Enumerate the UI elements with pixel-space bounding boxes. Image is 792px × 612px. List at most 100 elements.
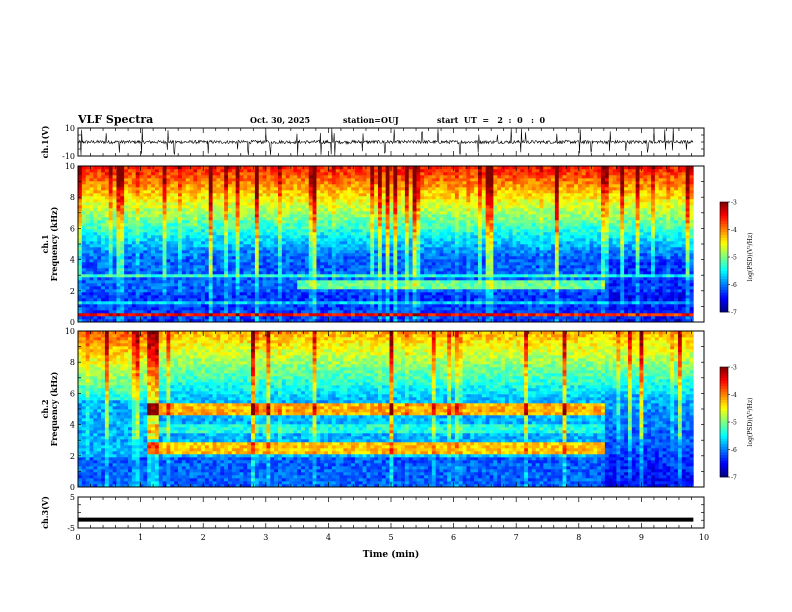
spectrogram-cell <box>354 169 360 173</box>
spectrogram-cell <box>154 211 160 215</box>
spectrogram-cell <box>93 214 98 218</box>
spectrogram-cell <box>89 208 94 212</box>
spectrogram-cell <box>78 295 83 299</box>
spectrogram-cell <box>416 271 421 275</box>
spectrogram-cell <box>204 208 210 212</box>
spectrogram-cell <box>181 292 186 296</box>
spectrogram-cell <box>374 262 379 266</box>
spectrogram-cell <box>174 286 179 290</box>
spectrogram-cell <box>97 274 102 278</box>
spectrogram-cell <box>239 172 244 176</box>
spectrogram-cell <box>301 244 306 248</box>
spectrogram-cell <box>277 271 283 275</box>
spectrogram-cell <box>351 274 356 278</box>
spectrogram-cell <box>339 253 344 257</box>
spectrogram-cell <box>297 274 302 278</box>
spectrogram-cell <box>381 265 386 269</box>
spectrogram-cell <box>366 250 371 254</box>
spectrogram-cell <box>277 244 283 248</box>
spectrogram-cell <box>254 286 260 290</box>
spectrogram-cell <box>220 256 225 260</box>
spectrogram-cell <box>158 217 163 221</box>
spectrogram-cell <box>220 232 225 236</box>
spectrogram-cell <box>97 199 102 203</box>
spectrogram-cell <box>101 265 106 269</box>
spectrogram-cell <box>185 202 190 206</box>
spectrogram-cell <box>227 259 233 263</box>
spectrogram-cell <box>354 241 360 245</box>
spectrogram-cell <box>412 310 417 314</box>
spectrogram-cell <box>270 184 275 188</box>
spectrogram-cell <box>389 301 394 305</box>
spectrogram-cell <box>347 172 352 176</box>
spectrogram-cell <box>231 226 236 230</box>
spectrogram-cell <box>404 193 410 197</box>
spectrogram-cell <box>266 220 271 224</box>
spectrogram-cell <box>116 187 121 191</box>
spectrogram-cell <box>370 184 375 188</box>
spectrogram-cell <box>389 166 394 170</box>
spectrogram-cell <box>389 319 394 323</box>
spectrogram-cell <box>81 295 86 299</box>
spectrogram-cell <box>401 169 406 173</box>
spectrogram-cell <box>435 241 440 245</box>
spectrogram-cell <box>389 292 394 296</box>
spectrogram-cell <box>124 319 129 323</box>
spectrogram-cell <box>216 226 221 230</box>
spectrogram-cell <box>154 283 160 287</box>
spectrogram-cell <box>258 292 263 296</box>
spectrogram-cell <box>104 265 110 269</box>
spectrogram-cell <box>331 193 336 197</box>
spectrogram-cell <box>362 214 367 218</box>
spectrogram-cell <box>377 298 383 302</box>
spectrogram-cell <box>393 226 398 230</box>
spectrogram-cell <box>397 253 402 257</box>
spectrogram-cell <box>208 181 213 185</box>
ch1-cells <box>78 166 694 323</box>
spectrogram-cell <box>135 262 140 266</box>
spectrogram-cell <box>193 319 198 323</box>
spectrogram-cell <box>178 304 183 308</box>
spectrogram-cell <box>274 271 279 275</box>
spectrogram-cell <box>297 268 302 272</box>
spectrogram-cell <box>235 166 240 170</box>
spectrogram-cell <box>347 193 352 197</box>
spectrogram-cell <box>235 298 240 302</box>
spectrogram-cell <box>262 265 267 269</box>
spectrogram-cell <box>204 313 210 317</box>
spectrogram-cell <box>389 241 394 245</box>
spectrogram-cell <box>166 310 171 314</box>
spectrogram-cell <box>281 250 286 254</box>
spectrogram-cell <box>85 268 90 272</box>
spectrogram-cell <box>128 169 133 173</box>
spectrogram-cell <box>93 304 98 308</box>
spectrogram-cell <box>293 295 298 299</box>
spectrogram-cell <box>174 199 179 203</box>
spectrogram-cell <box>408 166 413 170</box>
spectrogram-cell <box>78 313 83 317</box>
spectrogram-cell <box>143 292 148 296</box>
spectrogram-cell <box>101 199 106 203</box>
spectrogram-cell <box>154 172 160 176</box>
spectrogram-cell <box>151 226 156 230</box>
spectrogram-cell <box>354 172 360 176</box>
spectrogram-cell <box>78 193 83 197</box>
spectrogram-cell <box>216 298 221 302</box>
spectrogram-cell <box>393 184 398 188</box>
spectrogram-cell <box>135 319 140 323</box>
spectrogram-cell <box>277 226 283 230</box>
spectrogram-cell <box>431 181 436 185</box>
spectrogram-cell <box>293 301 298 305</box>
spectrogram-cell <box>397 295 402 299</box>
spectrogram-cell <box>362 199 367 203</box>
spectrogram-cell <box>147 271 152 275</box>
spectrogram-cell <box>154 304 160 308</box>
spectrogram-cell <box>108 298 113 302</box>
spectrogram-cell <box>101 208 106 212</box>
spectrogram-cell <box>220 244 225 248</box>
spectrogram-cell <box>339 277 344 281</box>
spectrogram-cell <box>254 220 260 224</box>
spectrogram-cell <box>97 256 102 260</box>
spectrogram-cell <box>366 223 371 227</box>
spectrogram-cell <box>208 229 213 233</box>
